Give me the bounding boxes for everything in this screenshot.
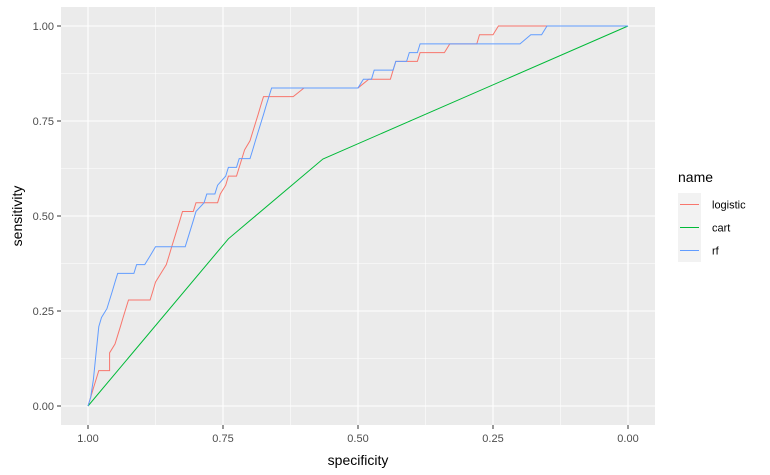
major-gridlines	[61, 7, 655, 425]
legend-title: name	[678, 169, 713, 185]
y-tick-label: 0.00	[33, 401, 54, 413]
y-tick-label: 0.50	[33, 211, 54, 223]
y-axis-ticks: 0.00 0.25 0.50 0.75 1.00	[33, 21, 61, 413]
x-axis-title: specificity	[328, 452, 389, 468]
x-tick-label: 1.00	[77, 433, 98, 445]
x-tick-label: 0.25	[482, 433, 503, 445]
legend: name logistic cart rf	[678, 169, 746, 262]
legend-label-logistic: logistic	[712, 200, 746, 212]
series-line-rf	[87, 25, 628, 407]
y-tick-label: 0.75	[33, 116, 54, 128]
x-tick-label: 0.75	[212, 433, 233, 445]
x-tick-label: 0.00	[617, 433, 638, 445]
x-tick-label: 0.50	[347, 433, 368, 445]
series-line-cart	[87, 25, 629, 407]
legend-label-rf: rf	[712, 246, 720, 258]
legend-label-cart: cart	[712, 223, 730, 235]
y-tick-label: 0.25	[33, 306, 54, 318]
y-axis-title: sensitivity	[9, 186, 25, 247]
series-layer	[87, 25, 629, 407]
x-axis-ticks: 1.00 0.75 0.50 0.25 0.00	[77, 425, 639, 445]
y-tick-label: 1.00	[33, 21, 54, 33]
